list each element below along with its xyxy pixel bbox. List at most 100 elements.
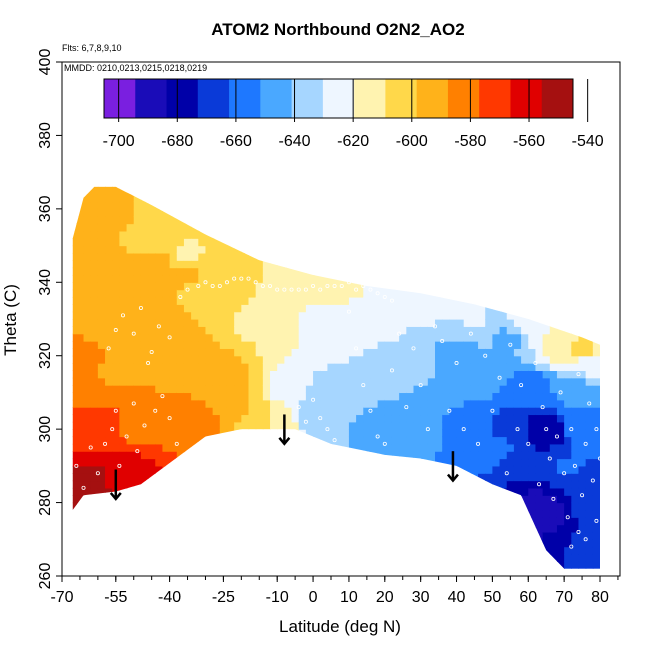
- field-cell: [313, 348, 321, 357]
- field-cell: [241, 186, 250, 188]
- field-cell: [140, 385, 149, 394]
- flight-track-point: [149, 350, 154, 355]
- field-cell: [248, 216, 257, 225]
- field-cell: [313, 201, 321, 210]
- field-cell: [183, 465, 192, 474]
- field-cell: [162, 238, 171, 247]
- field-cell: [219, 487, 228, 496]
- field-cell: [126, 363, 135, 371]
- field-cell: [219, 421, 228, 430]
- field-cell: [391, 260, 400, 269]
- field-cell: [521, 245, 529, 254]
- field-cell: [585, 311, 594, 320]
- field-cell: [140, 355, 149, 364]
- field-cell: [270, 443, 278, 452]
- field-cell: [370, 341, 379, 349]
- field-cell: [219, 267, 228, 276]
- field-cell: [90, 473, 99, 482]
- field-cell: [427, 458, 436, 467]
- field-cell: [478, 480, 486, 489]
- field-cell: [191, 377, 199, 386]
- flight-track-point: [572, 463, 577, 468]
- field-cell: [406, 465, 415, 474]
- field-cell: [298, 414, 307, 423]
- field-cell: [255, 216, 264, 225]
- field-cell: [183, 363, 192, 371]
- field-cell: [521, 216, 529, 225]
- field-cell: [492, 230, 501, 239]
- field-cell: [406, 392, 415, 401]
- field-cell: [470, 421, 479, 430]
- field-cell: [521, 319, 529, 327]
- field-cell: [62, 370, 70, 378]
- field-cell: [513, 216, 522, 225]
- field-cell: [549, 458, 558, 467]
- field-cell: [83, 377, 92, 386]
- field-cell: [427, 238, 436, 247]
- field-cell: [148, 304, 156, 313]
- field-cell: [478, 473, 486, 482]
- field-cell: [76, 282, 85, 291]
- field-cell: [578, 355, 587, 364]
- field-cell: [585, 473, 594, 482]
- field-cell: [370, 465, 379, 474]
- field-cell: [413, 531, 422, 540]
- field-cell: [83, 414, 92, 423]
- field-cell: [420, 304, 429, 313]
- field-cell: [140, 326, 149, 335]
- field-cell: [399, 385, 407, 394]
- field-cell: [205, 282, 214, 291]
- field-cell: [213, 172, 221, 180]
- field-cell: [564, 333, 572, 342]
- field-cell: [327, 282, 336, 291]
- field-cell: [176, 341, 185, 349]
- field-cell: [442, 480, 450, 489]
- field-cell: [72, 436, 77, 445]
- field-cell: [420, 245, 429, 254]
- field-cell: [140, 561, 149, 569]
- field-cell: [226, 201, 235, 210]
- field-cell: [248, 524, 257, 533]
- field-cell: [176, 539, 185, 548]
- field-cell: [478, 201, 486, 210]
- field-cell: [76, 502, 85, 511]
- field-cell: [119, 341, 128, 349]
- field-cell: [549, 561, 558, 569]
- field-cell: [384, 502, 393, 511]
- field-cell: [456, 186, 465, 188]
- field-cell: [391, 399, 400, 408]
- field-cell: [377, 341, 386, 349]
- field-cell: [284, 230, 293, 239]
- field-cell: [119, 355, 128, 364]
- field-cell: [270, 436, 278, 445]
- field-cell: [176, 370, 185, 379]
- field-cell: [513, 296, 522, 305]
- field-cell: [499, 311, 508, 320]
- field-cell: [83, 186, 92, 188]
- field-cell: [119, 319, 128, 327]
- field-cell: [528, 201, 537, 210]
- field-cell: [506, 326, 515, 335]
- field-cell: [470, 319, 479, 327]
- field-cell: [449, 296, 458, 305]
- field-cell: [183, 429, 192, 438]
- field-cell: [205, 245, 214, 254]
- field-cell: [155, 274, 164, 283]
- field-cell: [535, 326, 544, 335]
- field-cell: [191, 208, 199, 217]
- field-cell: [83, 561, 92, 569]
- field-cell: [406, 561, 415, 569]
- field-cell: [442, 407, 450, 416]
- field-cell: [133, 377, 142, 386]
- field-cell: [298, 561, 307, 569]
- field-cell: [72, 186, 77, 195]
- field-cell: [162, 561, 171, 569]
- field-cell: [334, 311, 343, 320]
- field-cell: [578, 201, 587, 210]
- field-cell: [348, 443, 357, 452]
- field-cell: [406, 531, 415, 540]
- field-cell: [198, 260, 207, 269]
- field-cell: [356, 377, 364, 386]
- field-cell: [356, 289, 364, 298]
- field-cell: [255, 502, 264, 511]
